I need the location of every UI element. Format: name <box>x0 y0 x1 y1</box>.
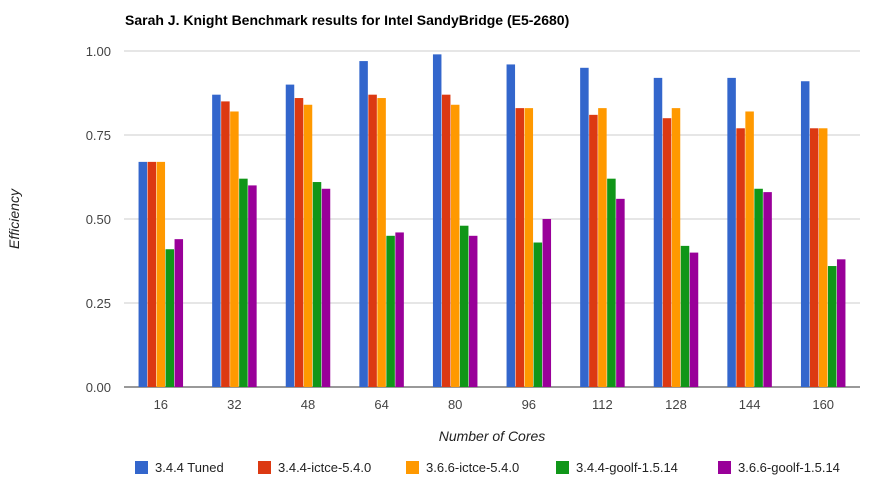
bar-3-4-4-goolf-1-5-14-144 <box>754 188 763 387</box>
bar-3-6-6-ictce-5-4-0-144 <box>745 111 754 387</box>
bars <box>138 54 846 388</box>
bar-3-6-6-ictce-5-4-0-48 <box>303 104 313 387</box>
bar-3-4-4-goolf-1-5-14-64 <box>386 235 395 387</box>
bar-3-4-4-goolf-1-5-14-32 <box>239 178 248 387</box>
y-tick-label: 0.75 <box>86 128 111 143</box>
bar-3-6-6-ictce-5-4-0-128 <box>671 108 681 388</box>
y-tick-label: 1.00 <box>86 44 111 59</box>
x-tick-label: 112 <box>592 397 613 412</box>
bar-3-4-4-tuned-48 <box>285 84 295 387</box>
bar-3-4-4-tuned-80 <box>432 54 442 388</box>
x-tick-label: 160 <box>812 397 834 412</box>
bar-3-4-4-goolf-1-5-14-80 <box>459 225 469 387</box>
y-tick-label: 0.25 <box>86 296 111 311</box>
bar-3-6-6-goolf-1-5-14-32 <box>248 185 257 387</box>
bar-3-4-4-tuned-16 <box>138 161 148 387</box>
legend-swatch <box>406 461 419 474</box>
bar-3-6-6-ictce-5-4-0-32 <box>230 111 239 387</box>
bar-3-4-4-tuned-144 <box>727 77 736 387</box>
legend-label: 3.4.4 Tuned <box>155 460 224 475</box>
bar-3-6-6-goolf-1-5-14-160 <box>836 259 846 387</box>
bar-3-4-4-ictce-5-4-0-112 <box>589 114 598 387</box>
x-tick-label: 144 <box>739 397 761 412</box>
bar-3-6-6-ictce-5-4-0-80 <box>450 104 460 387</box>
y-tick-label: 0.50 <box>86 212 111 227</box>
chart-title: Sarah J. Knight Benchmark results for In… <box>125 12 569 28</box>
x-tick-label: 128 <box>665 397 687 412</box>
legend-swatch <box>258 461 271 474</box>
y-axis-title: Efficiency <box>6 188 22 249</box>
bar-3-6-6-ictce-5-4-0-96 <box>524 108 534 388</box>
legend-swatch <box>556 461 569 474</box>
bar-3-6-6-goolf-1-5-14-48 <box>321 188 331 387</box>
bar-3-4-4-goolf-1-5-14-128 <box>680 245 690 387</box>
bar-3-6-6-ictce-5-4-0-160 <box>818 128 828 387</box>
bar-3-4-4-tuned-64 <box>359 61 368 388</box>
bar-3-6-6-ictce-5-4-0-16 <box>156 161 166 387</box>
bar-3-6-6-ictce-5-4-0-112 <box>598 108 607 388</box>
bar-3-6-6-goolf-1-5-14-80 <box>468 235 478 387</box>
bar-3-4-4-goolf-1-5-14-16 <box>165 249 175 387</box>
bar-3-6-6-goolf-1-5-14-96 <box>542 219 552 387</box>
x-tick-label: 48 <box>301 397 315 412</box>
bar-3-4-4-ictce-5-4-0-48 <box>294 98 304 387</box>
x-tick-label: 32 <box>227 397 241 412</box>
bar-3-4-4-ictce-5-4-0-64 <box>368 94 377 388</box>
bar-3-4-4-tuned-160 <box>800 81 810 388</box>
legend-label: 3.4.4-ictce-5.4.0 <box>278 460 371 475</box>
x-tick-label: 96 <box>522 397 536 412</box>
legend-label: 3.4.4-goolf-1.5.14 <box>576 460 678 475</box>
bar-3-4-4-ictce-5-4-0-16 <box>147 161 157 387</box>
bar-3-6-6-goolf-1-5-14-144 <box>763 192 772 387</box>
bar-3-4-4-tuned-128 <box>653 77 663 387</box>
bar-3-4-4-goolf-1-5-14-112 <box>607 178 616 387</box>
bar-3-4-4-ictce-5-4-0-80 <box>441 94 451 388</box>
bar-3-4-4-tuned-96 <box>506 64 516 387</box>
bar-3-4-4-goolf-1-5-14-160 <box>827 266 837 387</box>
bar-3-4-4-ictce-5-4-0-144 <box>736 128 745 387</box>
y-tick-label: 0.00 <box>86 380 111 395</box>
y-axis-ticks: 0.00 0.25 0.50 0.75 1.00 <box>86 44 111 395</box>
bar-3-6-6-goolf-1-5-14-16 <box>174 239 184 387</box>
bar-3-6-6-ictce-5-4-0-64 <box>377 98 386 387</box>
bar-3-6-6-goolf-1-5-14-64 <box>395 232 404 387</box>
x-axis-ticks: 16 32 48 64 80 96 112 128 144 160 <box>154 397 834 412</box>
bar-3-4-4-tuned-32 <box>212 94 221 388</box>
legend-label: 3.6.6-goolf-1.5.14 <box>738 460 840 475</box>
legend-swatch <box>135 461 148 474</box>
legend: 3.4.4 Tuned 3.4.4-ictce-5.4.0 3.6.6-ictce-… <box>135 460 840 475</box>
bar-3-4-4-goolf-1-5-14-48 <box>312 182 322 387</box>
bar-3-4-4-tuned-112 <box>580 67 589 388</box>
bar-3-6-6-goolf-1-5-14-128 <box>689 252 699 387</box>
x-tick-label: 16 <box>154 397 168 412</box>
bar-3-6-6-goolf-1-5-14-112 <box>616 198 625 387</box>
legend-label: 3.6.6-ictce-5.4.0 <box>426 460 519 475</box>
bar-3-4-4-ictce-5-4-0-128 <box>662 118 672 387</box>
x-tick-label: 64 <box>374 397 388 412</box>
x-tick-label: 80 <box>448 397 462 412</box>
legend-swatch <box>718 461 731 474</box>
bar-3-4-4-ictce-5-4-0-160 <box>809 128 819 387</box>
bar-3-4-4-goolf-1-5-14-96 <box>533 242 543 387</box>
x-axis-title: Number of Cores <box>439 428 546 444</box>
bar-3-4-4-ictce-5-4-0-32 <box>221 101 230 388</box>
bar-3-4-4-ictce-5-4-0-96 <box>515 108 525 388</box>
